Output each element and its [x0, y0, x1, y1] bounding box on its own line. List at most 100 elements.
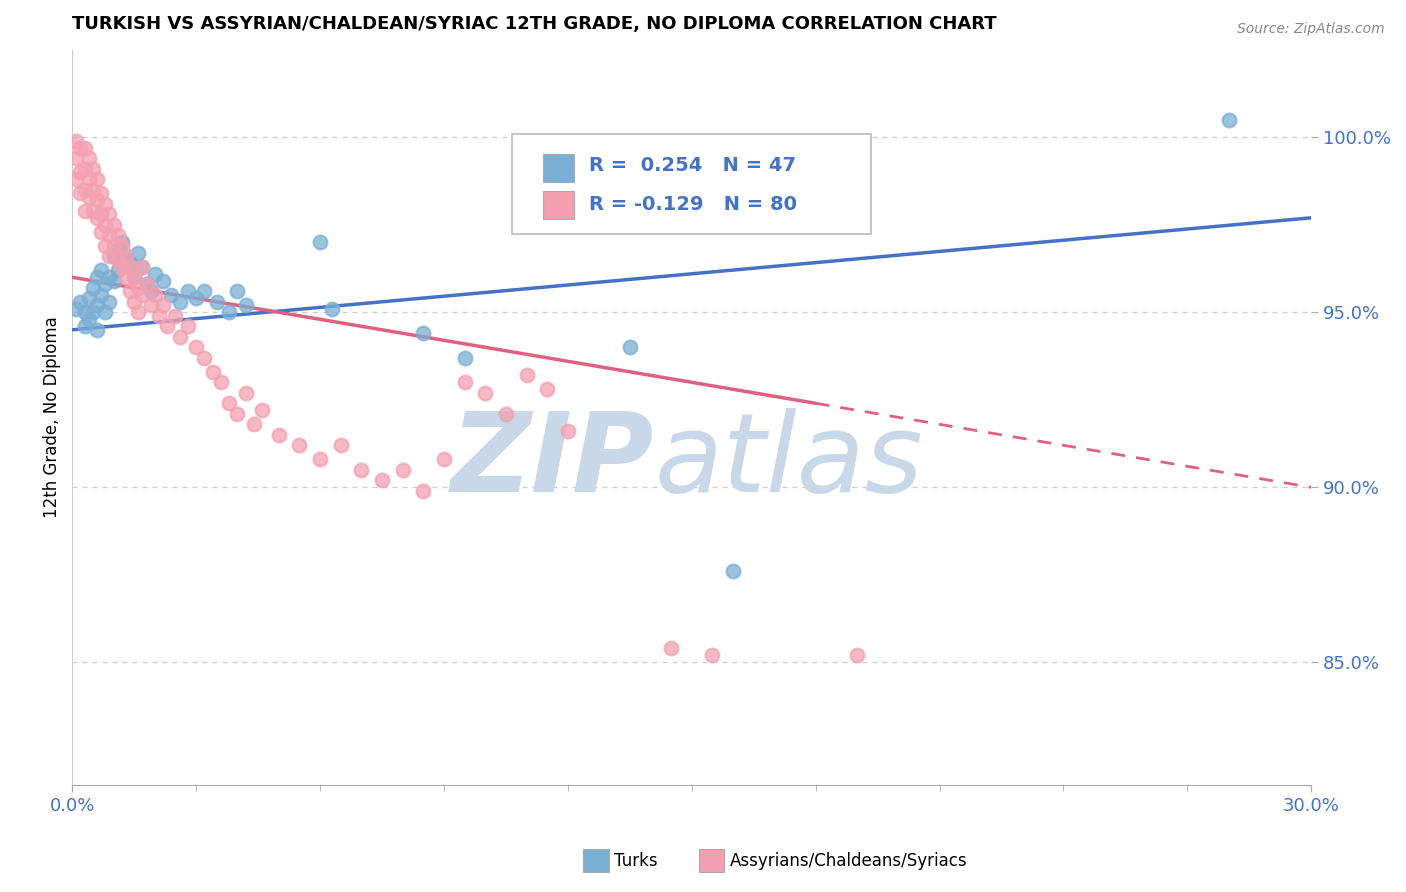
Point — [107, 263, 129, 277]
Point — [536, 382, 558, 396]
Point — [139, 298, 162, 312]
Point — [111, 235, 134, 250]
Text: ZIP: ZIP — [451, 408, 655, 515]
Point — [98, 207, 121, 221]
Point — [156, 319, 179, 334]
Point — [98, 294, 121, 309]
Point — [127, 305, 149, 319]
Point — [226, 407, 249, 421]
Point — [131, 288, 153, 302]
Point — [127, 281, 149, 295]
Point — [495, 407, 517, 421]
Point — [65, 151, 87, 165]
Point — [235, 298, 257, 312]
Point — [122, 270, 145, 285]
Point — [69, 165, 91, 179]
Point — [453, 376, 475, 390]
Text: R = -0.129   N = 80: R = -0.129 N = 80 — [589, 194, 797, 214]
Point — [98, 270, 121, 285]
Point — [82, 305, 104, 319]
Point — [250, 403, 273, 417]
Point — [218, 305, 240, 319]
Point — [131, 260, 153, 274]
Point — [94, 305, 117, 319]
Point — [143, 288, 166, 302]
Point — [122, 294, 145, 309]
Point — [267, 427, 290, 442]
Point — [152, 298, 174, 312]
Point — [412, 326, 434, 341]
Point — [135, 277, 157, 292]
Point — [433, 452, 456, 467]
Point — [122, 270, 145, 285]
Point — [111, 260, 134, 274]
Point — [82, 281, 104, 295]
Point — [77, 312, 100, 326]
Bar — [543, 191, 574, 219]
Point — [115, 249, 138, 263]
Point — [86, 194, 108, 208]
Point — [103, 274, 125, 288]
Point — [184, 340, 207, 354]
Point — [94, 277, 117, 292]
Point — [205, 294, 228, 309]
Point — [103, 218, 125, 232]
Point — [135, 277, 157, 292]
Text: TURKISH VS ASSYRIAN/CHALDEAN/SYRIAC 12TH GRADE, NO DIPLOMA CORRELATION CHART: TURKISH VS ASSYRIAN/CHALDEAN/SYRIAC 12TH… — [72, 15, 997, 33]
Point — [115, 270, 138, 285]
Text: atlas: atlas — [655, 408, 924, 515]
Point — [391, 463, 413, 477]
Point — [98, 228, 121, 243]
Point — [235, 385, 257, 400]
Point — [201, 365, 224, 379]
Point — [169, 294, 191, 309]
Point — [845, 648, 868, 663]
Text: Assyrians/Chaldeans/Syriacs: Assyrians/Chaldeans/Syriacs — [730, 852, 967, 870]
Point — [90, 288, 112, 302]
Point — [94, 218, 117, 232]
Point — [515, 368, 537, 383]
Point — [103, 239, 125, 253]
Point — [160, 288, 183, 302]
Point — [148, 309, 170, 323]
Point — [90, 263, 112, 277]
Point — [721, 564, 744, 578]
Point — [371, 473, 394, 487]
Point — [152, 274, 174, 288]
Point — [143, 267, 166, 281]
Point — [73, 319, 96, 334]
Point — [309, 235, 332, 250]
Point — [73, 183, 96, 197]
Point — [350, 463, 373, 477]
Point — [73, 203, 96, 218]
Point — [118, 256, 141, 270]
Point — [73, 161, 96, 176]
Point — [321, 301, 343, 316]
Text: R =  0.254   N = 47: R = 0.254 N = 47 — [589, 156, 796, 175]
Point — [107, 242, 129, 256]
Point — [86, 172, 108, 186]
Point — [82, 161, 104, 176]
Point — [226, 285, 249, 299]
Point — [98, 249, 121, 263]
Point — [193, 351, 215, 365]
Point — [209, 376, 232, 390]
Point — [82, 203, 104, 218]
Point — [118, 285, 141, 299]
Point — [77, 172, 100, 186]
Point — [177, 285, 200, 299]
Point — [103, 249, 125, 263]
Point — [86, 211, 108, 225]
Point — [69, 141, 91, 155]
Point — [309, 452, 332, 467]
Point — [73, 141, 96, 155]
Y-axis label: 12th Grade, No Diploma: 12th Grade, No Diploma — [44, 317, 60, 518]
Point — [69, 186, 91, 201]
Point — [118, 260, 141, 274]
Point — [184, 291, 207, 305]
Point — [177, 319, 200, 334]
Point — [131, 260, 153, 274]
Point — [90, 225, 112, 239]
Point — [111, 239, 134, 253]
Text: Source: ZipAtlas.com: Source: ZipAtlas.com — [1237, 22, 1385, 37]
